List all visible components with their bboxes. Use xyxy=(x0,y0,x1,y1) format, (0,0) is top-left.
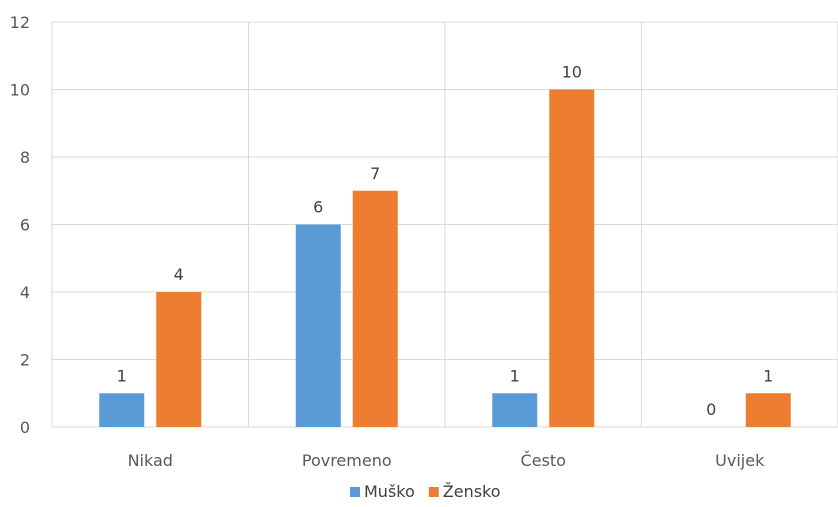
data-label: 1 xyxy=(510,366,520,385)
data-label: 0 xyxy=(706,400,716,419)
bar-zensko xyxy=(549,89,595,427)
bar-musko xyxy=(295,224,341,427)
x-tick-label: Često xyxy=(521,451,566,470)
y-tick-label: 10 xyxy=(10,81,30,100)
x-tick-label: Nikad xyxy=(128,451,173,470)
data-label: 7 xyxy=(370,164,380,183)
legend: Muško Žensko xyxy=(350,482,501,501)
y-tick-label: 12 xyxy=(10,13,30,32)
y-tick-label: 2 xyxy=(20,351,30,370)
data-label: 4 xyxy=(174,265,184,284)
legend-swatch xyxy=(350,487,360,497)
bar-zensko xyxy=(352,190,398,427)
bar-zensko xyxy=(745,393,791,427)
bars xyxy=(99,89,791,427)
bar-zensko xyxy=(156,292,202,427)
legend-swatch xyxy=(428,487,439,497)
data-labels: 1 4 6 7 1 10 0 1 xyxy=(117,63,774,420)
data-label: 6 xyxy=(313,198,323,217)
bar-musko xyxy=(99,393,145,427)
data-label: 10 xyxy=(562,63,582,82)
data-label: 1 xyxy=(117,366,127,385)
legend-label: Žensko xyxy=(443,482,501,501)
x-tick-label: Povremeno xyxy=(302,451,392,470)
y-tick-label: 6 xyxy=(20,216,30,235)
y-tick-label: 0 xyxy=(20,418,30,437)
x-tick-label: Uvijek xyxy=(715,451,765,470)
x-axis-ticks: Nikad Povremeno Često Uvijek xyxy=(128,451,766,470)
y-axis-ticks: 0 2 4 6 8 10 12 xyxy=(10,13,30,437)
y-tick-label: 8 xyxy=(20,148,30,167)
legend-label: Muško xyxy=(364,482,415,501)
data-label: 1 xyxy=(763,366,773,385)
y-tick-label: 4 xyxy=(20,283,30,302)
bar-musko xyxy=(492,393,538,427)
